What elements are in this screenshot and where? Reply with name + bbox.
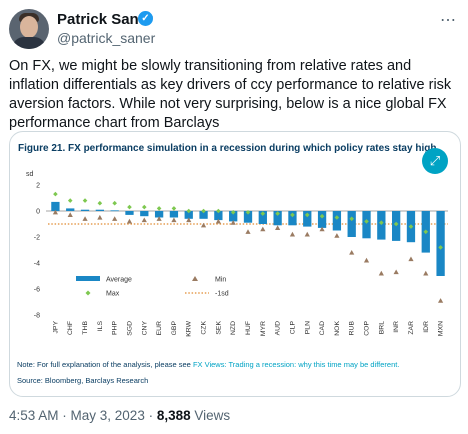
- views-label: Views: [191, 408, 231, 423]
- analysis-link[interactable]: FX Views: Trading a recession: why this …: [193, 360, 399, 369]
- verified-badge-icon: ✓: [138, 11, 153, 26]
- x-tick-label: RUB: [349, 321, 356, 336]
- average-bar: [348, 211, 356, 237]
- legend-label: Average: [106, 277, 132, 284]
- max-point: [98, 201, 103, 206]
- x-tick-label: CZK: [201, 321, 208, 335]
- x-tick-label: GBP: [171, 321, 178, 336]
- x-tick-label: MYR: [260, 321, 267, 336]
- fx-performance-chart: sd2 0 -2 -4 -6 -8 JPY CHF THB ILS PHP SGD CNY EUR GBP K…: [10, 132, 460, 360]
- legend-label: -1sd: [215, 291, 229, 298]
- average-bar: [96, 210, 104, 211]
- min-point: [97, 215, 102, 220]
- max-point: [157, 206, 162, 211]
- legend-label: Min: [215, 277, 226, 284]
- min-point: [275, 225, 280, 230]
- max-point: [83, 198, 88, 203]
- more-options-icon[interactable]: ⋯: [440, 10, 457, 30]
- x-tick-label: IDR: [423, 321, 430, 333]
- max-point: [53, 192, 58, 197]
- avatar[interactable]: [9, 9, 49, 49]
- legend-min-swatch: [192, 276, 198, 281]
- average-bar: [51, 202, 59, 211]
- x-tick-label: NZD: [230, 321, 237, 335]
- tweet-text: On FX, we might be slowly transitioning …: [9, 57, 461, 133]
- min-point: [260, 227, 265, 232]
- chart-note: Note: For full explanation of the analys…: [17, 360, 399, 369]
- average-bar: [140, 211, 148, 216]
- average-bar: [318, 211, 326, 228]
- min-point: [334, 233, 339, 238]
- x-tick-label: EUR: [156, 321, 163, 335]
- min-point: [349, 250, 354, 255]
- tweet-meta: 4:53 AM · May 3, 2023 · 8,388 Views: [9, 408, 230, 423]
- x-tick-label: MXN: [438, 321, 445, 336]
- legend-max-swatch: [86, 291, 91, 296]
- average-bar: [170, 211, 178, 218]
- x-tick-label: CHF: [67, 321, 74, 335]
- tweet-timestamp[interactable]: 4:53 AM · May 3, 2023 ·: [9, 408, 157, 423]
- min-point: [82, 216, 87, 221]
- min-point: [290, 232, 295, 237]
- average-bar: [66, 208, 74, 211]
- x-tick-label: ZAR: [408, 321, 415, 335]
- min-point: [127, 219, 132, 224]
- min-point: [305, 232, 310, 237]
- y-tick-label: 2: [36, 183, 40, 190]
- x-tick-label: THB: [82, 321, 89, 335]
- views-count: 8,388: [157, 408, 191, 423]
- min-point: [438, 298, 443, 303]
- x-tick-label: INR: [393, 321, 400, 333]
- average-bar: [362, 211, 370, 238]
- x-tick-label: ILS: [97, 321, 104, 332]
- x-tick-label: COP: [364, 321, 371, 336]
- min-point: [201, 223, 206, 228]
- x-tick-label: SGD: [126, 321, 133, 336]
- min-point: [423, 271, 428, 276]
- x-tick-label: CAD: [319, 321, 326, 335]
- legend-average-swatch: [76, 276, 100, 281]
- y-axis-label: sd: [26, 171, 34, 178]
- average-bar: [377, 211, 385, 240]
- max-point: [127, 205, 132, 210]
- min-point: [408, 257, 413, 262]
- x-tick-label: SEK: [215, 321, 222, 335]
- x-tick-label: JPY: [52, 321, 59, 334]
- min-point: [245, 229, 250, 234]
- y-tick-label: -8: [34, 313, 40, 320]
- average-bar: [436, 211, 444, 276]
- max-point: [68, 198, 73, 203]
- x-tick-label: CLP: [289, 321, 296, 335]
- min-point: [364, 258, 369, 263]
- average-bar: [81, 210, 89, 211]
- max-point: [172, 206, 177, 211]
- min-point: [112, 216, 117, 221]
- average-bar: [111, 210, 119, 211]
- x-tick-label: PLN: [304, 321, 311, 334]
- y-tick-label: -6: [34, 287, 40, 294]
- x-tick-label: KRW: [186, 320, 193, 336]
- min-point: [394, 270, 399, 275]
- x-tick-label: HUF: [245, 321, 252, 335]
- y-tick-label: -2: [34, 235, 40, 242]
- min-point: [68, 212, 73, 217]
- y-tick-label: 0: [36, 209, 40, 216]
- min-point: [171, 218, 176, 223]
- x-tick-label: PHP: [112, 321, 119, 335]
- x-tick-label: NOK: [334, 321, 341, 336]
- average-bar: [333, 211, 341, 231]
- x-tick-label: AUD: [275, 321, 282, 335]
- x-tick-label: CNY: [141, 321, 148, 336]
- max-point: [142, 205, 147, 210]
- chart-source: Source: Bloomberg, Barclays Research: [17, 376, 148, 385]
- y-tick-label: -4: [34, 261, 40, 268]
- author-handle[interactable]: @patrick_saner: [57, 30, 155, 46]
- min-point: [379, 271, 384, 276]
- legend-label: Max: [106, 291, 120, 298]
- x-tick-label: BRL: [378, 321, 385, 334]
- tweet-image-card[interactable]: Figure 21. FX performance simulation in …: [9, 131, 461, 397]
- average-bar: [125, 211, 133, 215]
- min-point: [142, 218, 147, 223]
- max-point: [112, 201, 117, 206]
